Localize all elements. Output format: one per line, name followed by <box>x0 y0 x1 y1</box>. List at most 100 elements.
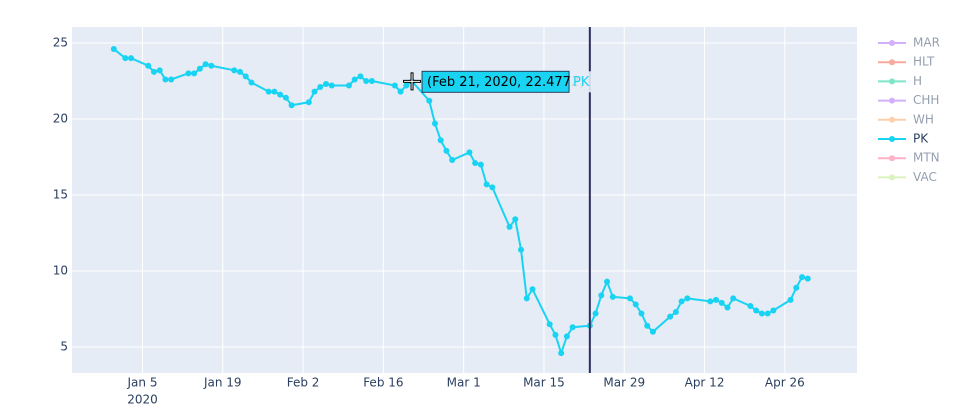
marker <box>529 286 536 293</box>
y-tick-label: 25 <box>53 35 68 49</box>
marker <box>672 309 679 316</box>
marker <box>191 70 198 77</box>
legend-marker <box>889 78 895 85</box>
marker <box>437 137 444 144</box>
marker <box>592 310 599 317</box>
legend-item[interactable]: MTN <box>878 151 940 165</box>
marker <box>357 73 364 80</box>
x-tick-label: Mar 1 <box>447 376 481 390</box>
legend-marker <box>889 174 895 181</box>
legend-label: CHH <box>913 93 939 107</box>
legend[interactable]: MAR HLT H CHH WH PK MTN VAC <box>878 36 940 184</box>
legend-item[interactable]: PK <box>878 132 929 146</box>
marker <box>202 61 209 68</box>
ticks: 5 10 15 20 25 Jan 5 2020 Jan 19 Feb 2 Feb 16 Mar 1… <box>53 35 805 406</box>
marker <box>231 67 238 74</box>
marker <box>431 120 438 127</box>
x-tick-label: Apr 26 <box>765 376 805 390</box>
marker <box>271 88 278 95</box>
legend-item[interactable]: VAC <box>878 170 937 184</box>
marker <box>449 157 456 164</box>
marker <box>466 149 473 156</box>
cursor-inner <box>404 73 421 90</box>
x-tick-label: Jan 5 <box>127 376 158 390</box>
marker <box>483 181 490 188</box>
legend-item[interactable]: HLT <box>878 55 935 69</box>
legend-label: WH <box>913 112 934 126</box>
marker <box>168 76 175 83</box>
y-tick-label: 20 <box>53 111 68 125</box>
marker <box>472 160 479 167</box>
marker <box>351 76 358 83</box>
marker <box>236 68 243 75</box>
marker <box>443 147 450 154</box>
legend-marker <box>889 40 895 46</box>
marker <box>753 307 760 314</box>
marker <box>477 161 484 168</box>
marker <box>626 295 633 302</box>
marker <box>208 62 215 69</box>
y-tick-label: 15 <box>53 187 68 201</box>
marker <box>609 293 616 300</box>
marker <box>156 67 163 74</box>
legend-label: MTN <box>913 151 940 165</box>
marker <box>323 81 330 88</box>
marker <box>512 216 519 223</box>
marker <box>196 65 203 72</box>
marker <box>150 68 157 75</box>
legend-marker <box>889 136 895 142</box>
marker <box>128 55 135 62</box>
legend-item[interactable]: MAR <box>878 36 940 50</box>
y-tick-label: 5 <box>60 340 68 354</box>
marker <box>787 296 794 303</box>
x-tick-label: Feb 2 <box>287 376 320 390</box>
marker <box>804 275 811 282</box>
marker <box>145 62 152 69</box>
x-tick-label: Feb 16 <box>363 376 403 390</box>
marker <box>426 97 433 104</box>
marker <box>242 73 249 80</box>
marker <box>758 310 765 317</box>
tooltip-text: (Feb 21, 2020, 22.4772) <box>427 75 584 90</box>
legend-item[interactable]: CHH <box>878 93 939 107</box>
marker <box>638 310 645 317</box>
marker <box>546 321 553 328</box>
marker <box>747 302 754 309</box>
legend-label: HLT <box>913 55 935 69</box>
marker <box>277 91 284 98</box>
x-tick-label: Apr 12 <box>685 376 725 390</box>
marker <box>558 350 565 357</box>
marker <box>363 77 370 84</box>
marker <box>684 295 691 302</box>
legend-item[interactable]: H <box>878 74 922 88</box>
marker <box>265 88 272 95</box>
marker <box>523 295 530 302</box>
x-tick-label: Mar 29 <box>603 376 645 390</box>
marker <box>345 82 352 89</box>
marker <box>518 246 525 253</box>
x-tick-year: 2020 <box>127 393 158 407</box>
legend-marker <box>889 116 895 123</box>
marker <box>317 84 324 91</box>
marker <box>489 184 496 191</box>
y-tick-label: 10 <box>53 263 68 277</box>
marker <box>305 99 312 106</box>
grid <box>72 27 857 373</box>
legend-label: VAC <box>913 170 937 184</box>
marker <box>282 94 289 101</box>
marker <box>368 77 375 84</box>
legend-item[interactable]: WH <box>878 112 934 126</box>
marker <box>110 46 117 53</box>
x-tick-label: Jan 19 <box>203 376 242 390</box>
tooltip-name-bg <box>570 71 593 93</box>
marker <box>598 292 605 299</box>
marker <box>311 88 318 95</box>
marker <box>248 79 255 86</box>
legend-marker <box>889 155 895 162</box>
legend-marker <box>889 97 895 104</box>
marker <box>563 333 570 340</box>
marker <box>718 299 725 306</box>
marker <box>649 328 656 335</box>
marker <box>552 331 559 338</box>
